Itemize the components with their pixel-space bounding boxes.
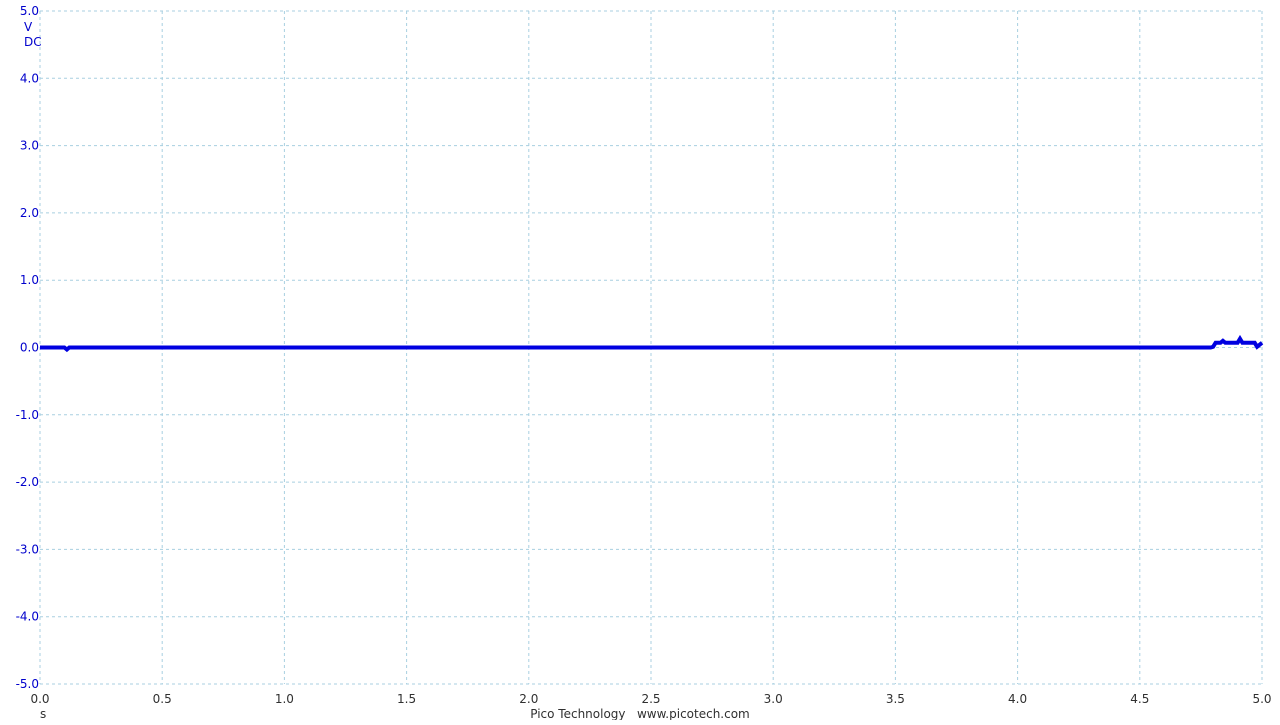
- y-tick-label: 1.0: [20, 273, 39, 287]
- y-tick-label: 5.0: [20, 4, 39, 18]
- x-tick-label: 3.0: [764, 692, 783, 706]
- y-tick-label: -3.0: [16, 542, 39, 556]
- x-tick-label: 3.5: [886, 692, 905, 706]
- x-tick-label: 4.0: [1008, 692, 1027, 706]
- voltage-trace-detail: [40, 337, 1263, 351]
- x-tick-label: 2.0: [519, 692, 538, 706]
- y-tick-label: 3.0: [20, 139, 39, 153]
- x-tick-labels: 0.0 0.5 1.0 1.5 2.0 2.5 3.0 3.5 4.0 4.5 5.0: [30, 692, 1271, 706]
- y-tick-label: -2.0: [16, 475, 39, 489]
- y-tick-labels: 5.0 4.0 3.0 2.0 1.0 0.0 -1.0 -2.0 -3.0 -4.0 -5.0: [16, 4, 39, 691]
- x-tick-label: 0.0: [30, 692, 49, 706]
- x-tick-label: 1.5: [397, 692, 416, 706]
- y-tick-label: -4.0: [16, 610, 39, 624]
- x-tick-label: 4.5: [1130, 692, 1149, 706]
- y-tick-label: -5.0: [16, 677, 39, 691]
- x-tick-label: 5.0: [1252, 692, 1271, 706]
- y-tick-label: 4.0: [20, 71, 39, 85]
- footer-credit: Pico Technology www.picotech.com: [530, 707, 750, 720]
- x-tick-label: 1.0: [275, 692, 294, 706]
- trace-layer: [40, 334, 1264, 353]
- x-tick-label: 0.5: [153, 692, 172, 706]
- y-tick-label: 2.0: [20, 206, 39, 220]
- y-tick-label: 0.0: [20, 341, 39, 355]
- y-tick-label: -1.0: [16, 408, 39, 422]
- y-unit-label: V: [24, 20, 33, 34]
- y-coupling-label: DC: [24, 35, 42, 49]
- x-unit-label: s: [40, 707, 46, 720]
- x-tick-label: 2.5: [641, 692, 660, 706]
